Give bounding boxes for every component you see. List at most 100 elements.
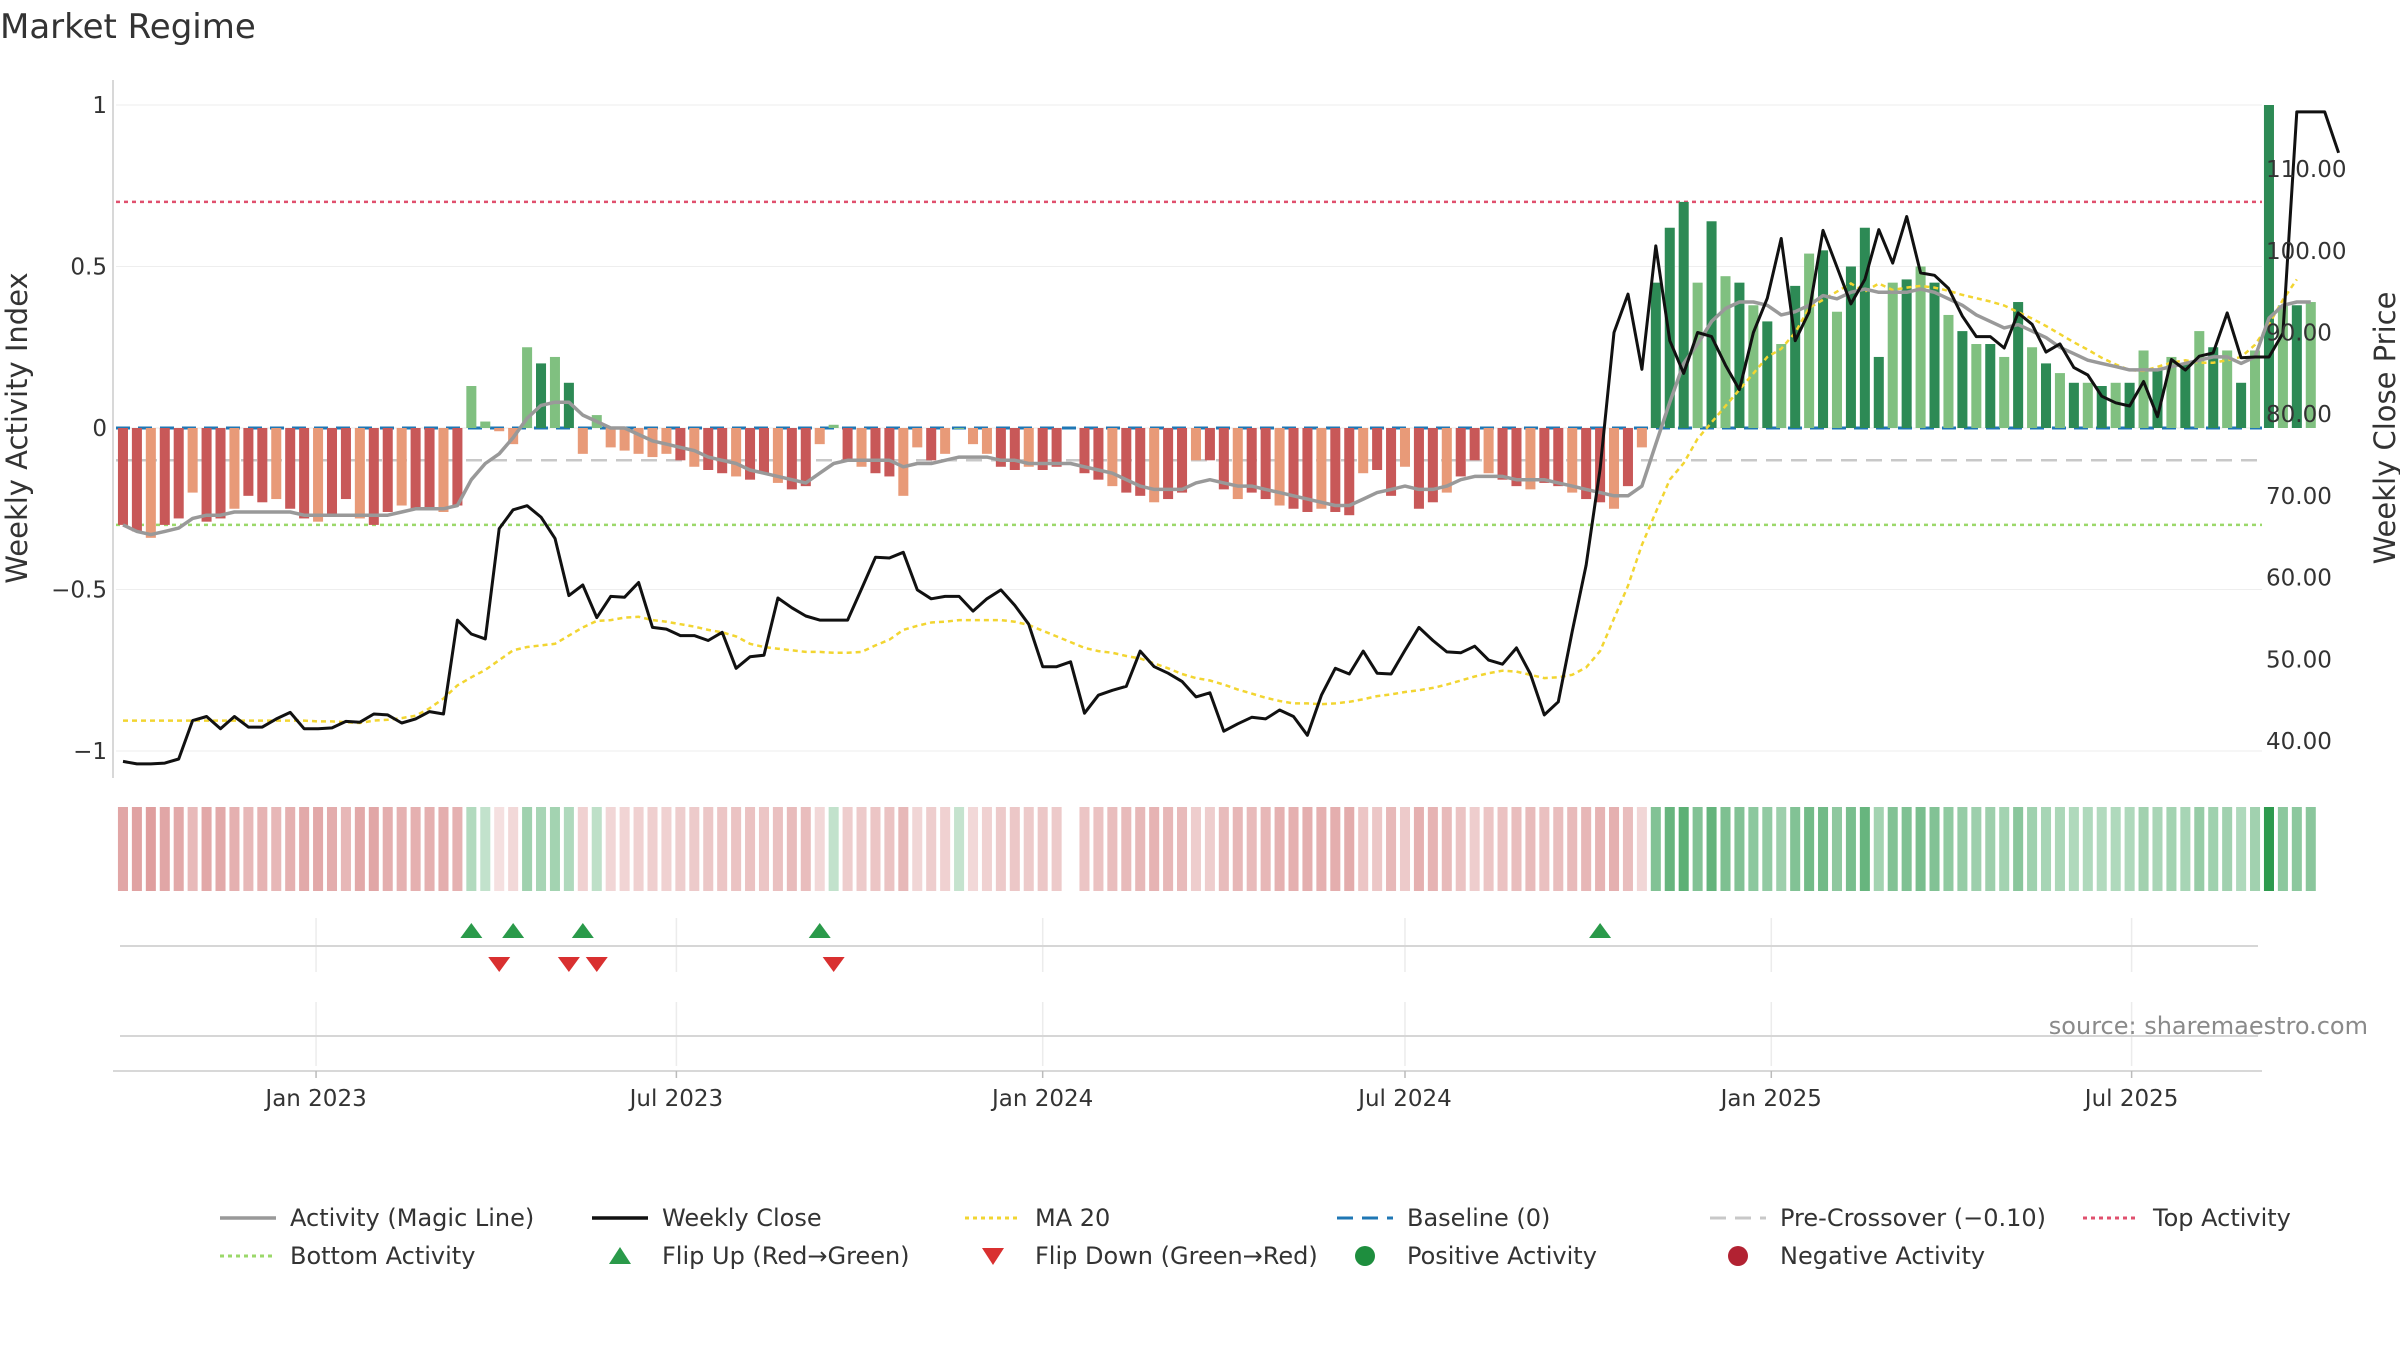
regime-strip-cell [1037,807,1048,891]
regime-strip [117,807,2316,891]
left-y-ticks: 1 0.5 0 −0.5 −1 [51,93,107,765]
activity-bar [368,428,379,525]
activity-bar [1901,279,1912,428]
y-tick-label: 1 [92,93,107,119]
activity-bar [731,428,742,477]
y-tick-label: −0.5 [51,578,107,604]
activity-bar [1664,227,1675,428]
regime-strip-cell [159,807,170,891]
regime-strip-cell [1330,807,1341,891]
regime-strip-cell [215,807,226,891]
regime-strip-cell [1595,807,1606,891]
regime-strip-cell [1246,807,1257,891]
regime-strip-cell [703,807,714,891]
regime-strip-cell [1804,807,1815,891]
x-tick-label: Jan 2023 [263,1086,366,1112]
activity-bar [1386,428,1397,496]
regime-strip-cell [1455,807,1466,891]
legend-item: Baseline (0) [1337,1204,1550,1232]
activity-bar [1804,253,1815,428]
activity-bar [912,428,923,448]
activity-bar [494,428,505,432]
regime-strip-cell [1943,807,1954,891]
activity-bar [661,428,672,454]
activity-bar [898,428,909,496]
legend-label: Weekly Close [662,1204,822,1232]
regime-strip-cell [1678,807,1689,891]
regime-strip-cell [326,807,338,891]
regime-strip-cell [981,807,992,891]
regime-strip-cell [786,807,797,891]
flip-down-marker [822,957,845,972]
activity-bar [1009,428,1020,470]
x-tick-label: Jul 2023 [628,1086,724,1112]
regime-strip-cell [1985,807,1996,891]
regime-strip-cell [884,807,895,891]
activity-bar [577,428,588,454]
regime-strip-cell [1413,807,1424,891]
activity-bar [800,428,811,487]
activity-bar [940,428,951,454]
y-tick-label: −1 [73,739,107,765]
regime-strip-cell [842,807,853,891]
activity-bar [689,428,700,467]
activity-bar [884,428,895,477]
activity-bar [2180,363,2191,428]
y2-tick-label: 100.00 [2266,239,2346,265]
activity-bar [1483,428,1494,474]
regime-strip-cell [480,807,491,891]
x-tick-label: Jul 2024 [1356,1086,1452,1112]
legend-label: Flip Up (Red→Green) [662,1242,910,1270]
activity-bar [981,428,992,454]
y-axis-label: Weekly Activity Index [0,272,34,583]
activity-bar [2152,369,2163,428]
regime-strip-cell [1622,807,1633,891]
activity-bar [466,386,477,428]
activity-bar [2194,331,2205,428]
regime-strip-cell [340,807,351,891]
legend-item: MA 20 [965,1204,1110,1232]
activity-bar [1051,428,1062,467]
regime-strip-cell [1790,807,1801,891]
regime-strip-cell [2208,807,2219,891]
activity-bar [1413,428,1424,509]
regime-strip-cell [1121,807,1132,891]
regime-strip-cell [940,807,951,891]
activity-bar [842,428,853,461]
activity-bar [828,424,839,428]
activity-bar [1037,428,1048,470]
flip-up-marker [460,923,483,938]
activity-bar [396,428,407,506]
activity-bar [2208,347,2219,428]
regime-strip-cell [1093,807,1104,891]
activity-bar [1260,428,1271,500]
regime-strip-cell [549,807,560,891]
activity-bar [1720,276,1731,428]
activity-bar [2291,305,2302,428]
regime-strip-cell [689,807,700,891]
activity-bar [703,428,714,470]
regime-strip-cell [257,807,268,891]
activity-bar [159,428,170,525]
chart-title: Market Regime [0,7,256,47]
activity-bar [1511,428,1522,487]
y2-tick-label: 60.00 [2266,566,2332,592]
legend-label: Baseline (0) [1407,1204,1550,1232]
regime-strip-cell [1553,807,1564,891]
regime-strip-cell [508,807,519,891]
regime-strip-cell [229,807,240,891]
regime-strip-cell [1051,807,1062,891]
regime-strip-cell [1441,807,1452,891]
activity-bar [2250,350,2261,428]
activity-bar [1845,266,1856,428]
activity-bar [410,428,421,509]
regime-strip-cell [1818,807,1829,891]
activity-bar [2236,382,2247,428]
activity-bar [1246,428,1257,493]
activity-bar [633,428,644,454]
regime-strip-cell [995,807,1006,891]
flip-up-marker [502,923,525,938]
activity-bar [717,428,728,474]
activity-bar [675,428,686,461]
